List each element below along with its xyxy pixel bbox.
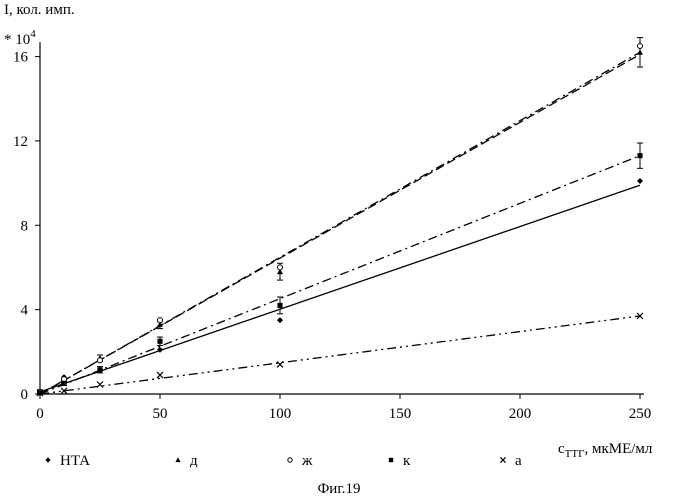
legend-marker-НТА <box>45 457 51 463</box>
labels: I, кол. имп. * 104 cТТГ, мкМЕ/мл Фиг.19 <box>4 2 653 497</box>
point-НТА <box>637 177 643 184</box>
point-к <box>637 153 643 159</box>
x-axis-label-subscript: ТТГ <box>565 448 585 460</box>
y-multiplier-exponent: 4 <box>30 28 36 40</box>
x-tick-label: 50 <box>153 406 168 422</box>
point-д <box>637 49 643 55</box>
point-д <box>157 321 163 327</box>
point-ж <box>276 264 284 271</box>
point-ж <box>636 42 644 50</box>
legend-label-НТА: НТА <box>60 453 90 469</box>
legend-marker-ж <box>287 457 293 463</box>
y-tick-label: 8 <box>21 218 29 234</box>
y-multiplier: * 104 <box>4 28 36 48</box>
x-tick-label: 100 <box>269 406 292 422</box>
x-axis-label: cТТГ, мкМЕ/мл <box>558 441 653 460</box>
y-axis-label: I, кол. имп. <box>4 2 75 18</box>
x-tick-label: 250 <box>629 406 652 422</box>
figure-caption: Фиг.19 <box>317 481 360 497</box>
x-axis-label-unit: , мкМЕ/мл <box>584 441 652 457</box>
fit-line-к <box>39 155 641 395</box>
point-а <box>276 361 284 368</box>
point-НТА <box>157 346 163 353</box>
fit-line-ж <box>39 51 641 395</box>
legend-label-к: к <box>403 453 411 469</box>
data-points <box>36 37 644 397</box>
point-к <box>97 367 103 373</box>
fit-lines <box>39 51 641 395</box>
axes: 0 50 100 150 200 250 0 4 8 12 16 <box>13 42 651 422</box>
legend-marker-к <box>388 457 394 463</box>
point-а <box>96 381 104 388</box>
y-tick-label: 16 <box>13 50 29 66</box>
legend-label-д: д <box>190 453 198 469</box>
x-tick-label: 0 <box>36 406 44 422</box>
legend: НТА д ж к а <box>45 453 522 469</box>
y-tick-label: 0 <box>21 387 29 403</box>
legend-marker-а <box>499 456 507 464</box>
x-axis-label-symbol: c <box>558 441 565 457</box>
point-НТА <box>277 317 283 324</box>
x-tick-label: 200 <box>509 406 532 422</box>
point-к <box>61 380 67 387</box>
x-tick-label: 150 <box>389 406 412 422</box>
fit-line-д <box>39 53 641 395</box>
point-к <box>277 302 283 308</box>
y-multiplier-base: * 10 <box>4 32 30 48</box>
point-д <box>277 268 283 275</box>
y-tick-label: 12 <box>13 134 28 150</box>
fit-line-а <box>39 315 641 395</box>
point-ж <box>96 357 104 364</box>
point-а <box>636 312 644 320</box>
legend-marker-д <box>175 457 181 463</box>
point-а <box>156 371 164 379</box>
fit-line-НТА <box>39 184 641 393</box>
point-а <box>36 389 44 397</box>
legend-label-а: а <box>515 453 522 469</box>
legend-label-ж: ж <box>301 453 313 469</box>
point-а <box>60 387 68 395</box>
y-tick-label: 4 <box>21 303 29 319</box>
point-ж <box>156 317 164 324</box>
point-к <box>157 338 163 344</box>
